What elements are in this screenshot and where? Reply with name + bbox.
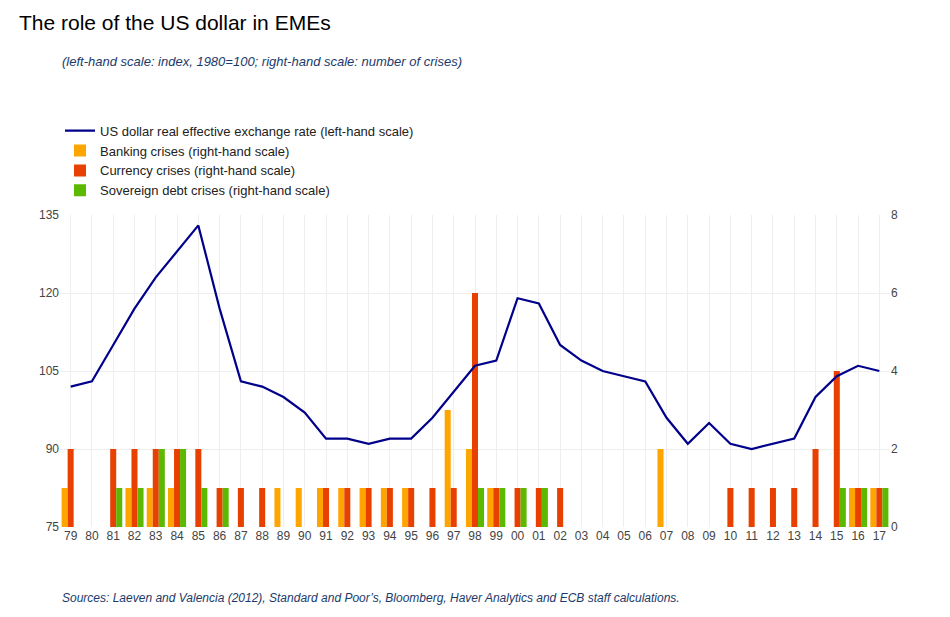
svg-text:12: 12 — [766, 529, 780, 543]
svg-text:0: 0 — [891, 520, 898, 534]
svg-text:87: 87 — [234, 529, 248, 543]
svg-text:02: 02 — [553, 529, 567, 543]
svg-text:92: 92 — [341, 529, 355, 543]
svg-text:05: 05 — [617, 529, 631, 543]
svg-text:04: 04 — [596, 529, 610, 543]
svg-text:Banking crises (right-hand sca: Banking crises (right-hand scale) — [100, 144, 289, 159]
svg-text:81: 81 — [107, 529, 121, 543]
svg-text:96: 96 — [426, 529, 440, 543]
svg-text:2: 2 — [891, 442, 898, 456]
svg-text:97: 97 — [447, 529, 461, 543]
svg-text:93: 93 — [362, 529, 376, 543]
svg-text:90: 90 — [46, 442, 60, 456]
svg-text:13: 13 — [788, 529, 802, 543]
svg-text:105: 105 — [39, 364, 59, 378]
svg-text:84: 84 — [170, 529, 184, 543]
svg-text:98: 98 — [468, 529, 482, 543]
svg-text:00: 00 — [511, 529, 525, 543]
svg-text:95: 95 — [404, 529, 418, 543]
svg-text:08: 08 — [681, 529, 695, 543]
svg-text:99: 99 — [490, 529, 504, 543]
svg-text:91: 91 — [319, 529, 333, 543]
svg-text:09: 09 — [702, 529, 716, 543]
svg-text:15: 15 — [830, 529, 844, 543]
svg-text:The role of the US dollar in E: The role of the US dollar in EMEs — [19, 11, 331, 34]
svg-text:85: 85 — [192, 529, 206, 543]
svg-text:03: 03 — [575, 529, 589, 543]
svg-text:86: 86 — [213, 529, 227, 543]
svg-text:6: 6 — [891, 286, 898, 300]
svg-text:14: 14 — [809, 529, 823, 543]
svg-text:4: 4 — [891, 364, 898, 378]
svg-text:16: 16 — [851, 529, 865, 543]
svg-text:Sources: Laeven and Valencia (: Sources: Laeven and Valencia (2012), Sta… — [62, 591, 680, 605]
svg-text:10: 10 — [724, 529, 738, 543]
svg-text:75: 75 — [46, 520, 60, 534]
svg-text:17: 17 — [873, 529, 887, 543]
svg-text:US dollar real effective excha: US dollar real effective exchange rate (… — [100, 124, 413, 139]
svg-text:Currency crises (right-hand sc: Currency crises (right-hand scale) — [100, 163, 295, 178]
svg-text:80: 80 — [85, 529, 99, 543]
svg-text:11: 11 — [745, 529, 758, 543]
svg-text:8: 8 — [891, 208, 898, 222]
svg-text:89: 89 — [277, 529, 291, 543]
svg-text:07: 07 — [660, 529, 674, 543]
svg-text:01: 01 — [532, 529, 546, 543]
svg-text:82: 82 — [128, 529, 142, 543]
svg-text:Sovereign debt crises (right-h: Sovereign debt crises (right-hand scale) — [100, 183, 330, 198]
svg-text:120: 120 — [39, 286, 59, 300]
svg-text:79: 79 — [64, 529, 78, 543]
svg-text:88: 88 — [256, 529, 270, 543]
svg-text:(left-hand scale: index, 1980=: (left-hand scale: index, 1980=100; right… — [62, 54, 462, 69]
svg-text:90: 90 — [298, 529, 312, 543]
svg-text:135: 135 — [39, 208, 59, 222]
svg-text:06: 06 — [639, 529, 653, 543]
svg-text:94: 94 — [383, 529, 397, 543]
svg-text:83: 83 — [149, 529, 163, 543]
